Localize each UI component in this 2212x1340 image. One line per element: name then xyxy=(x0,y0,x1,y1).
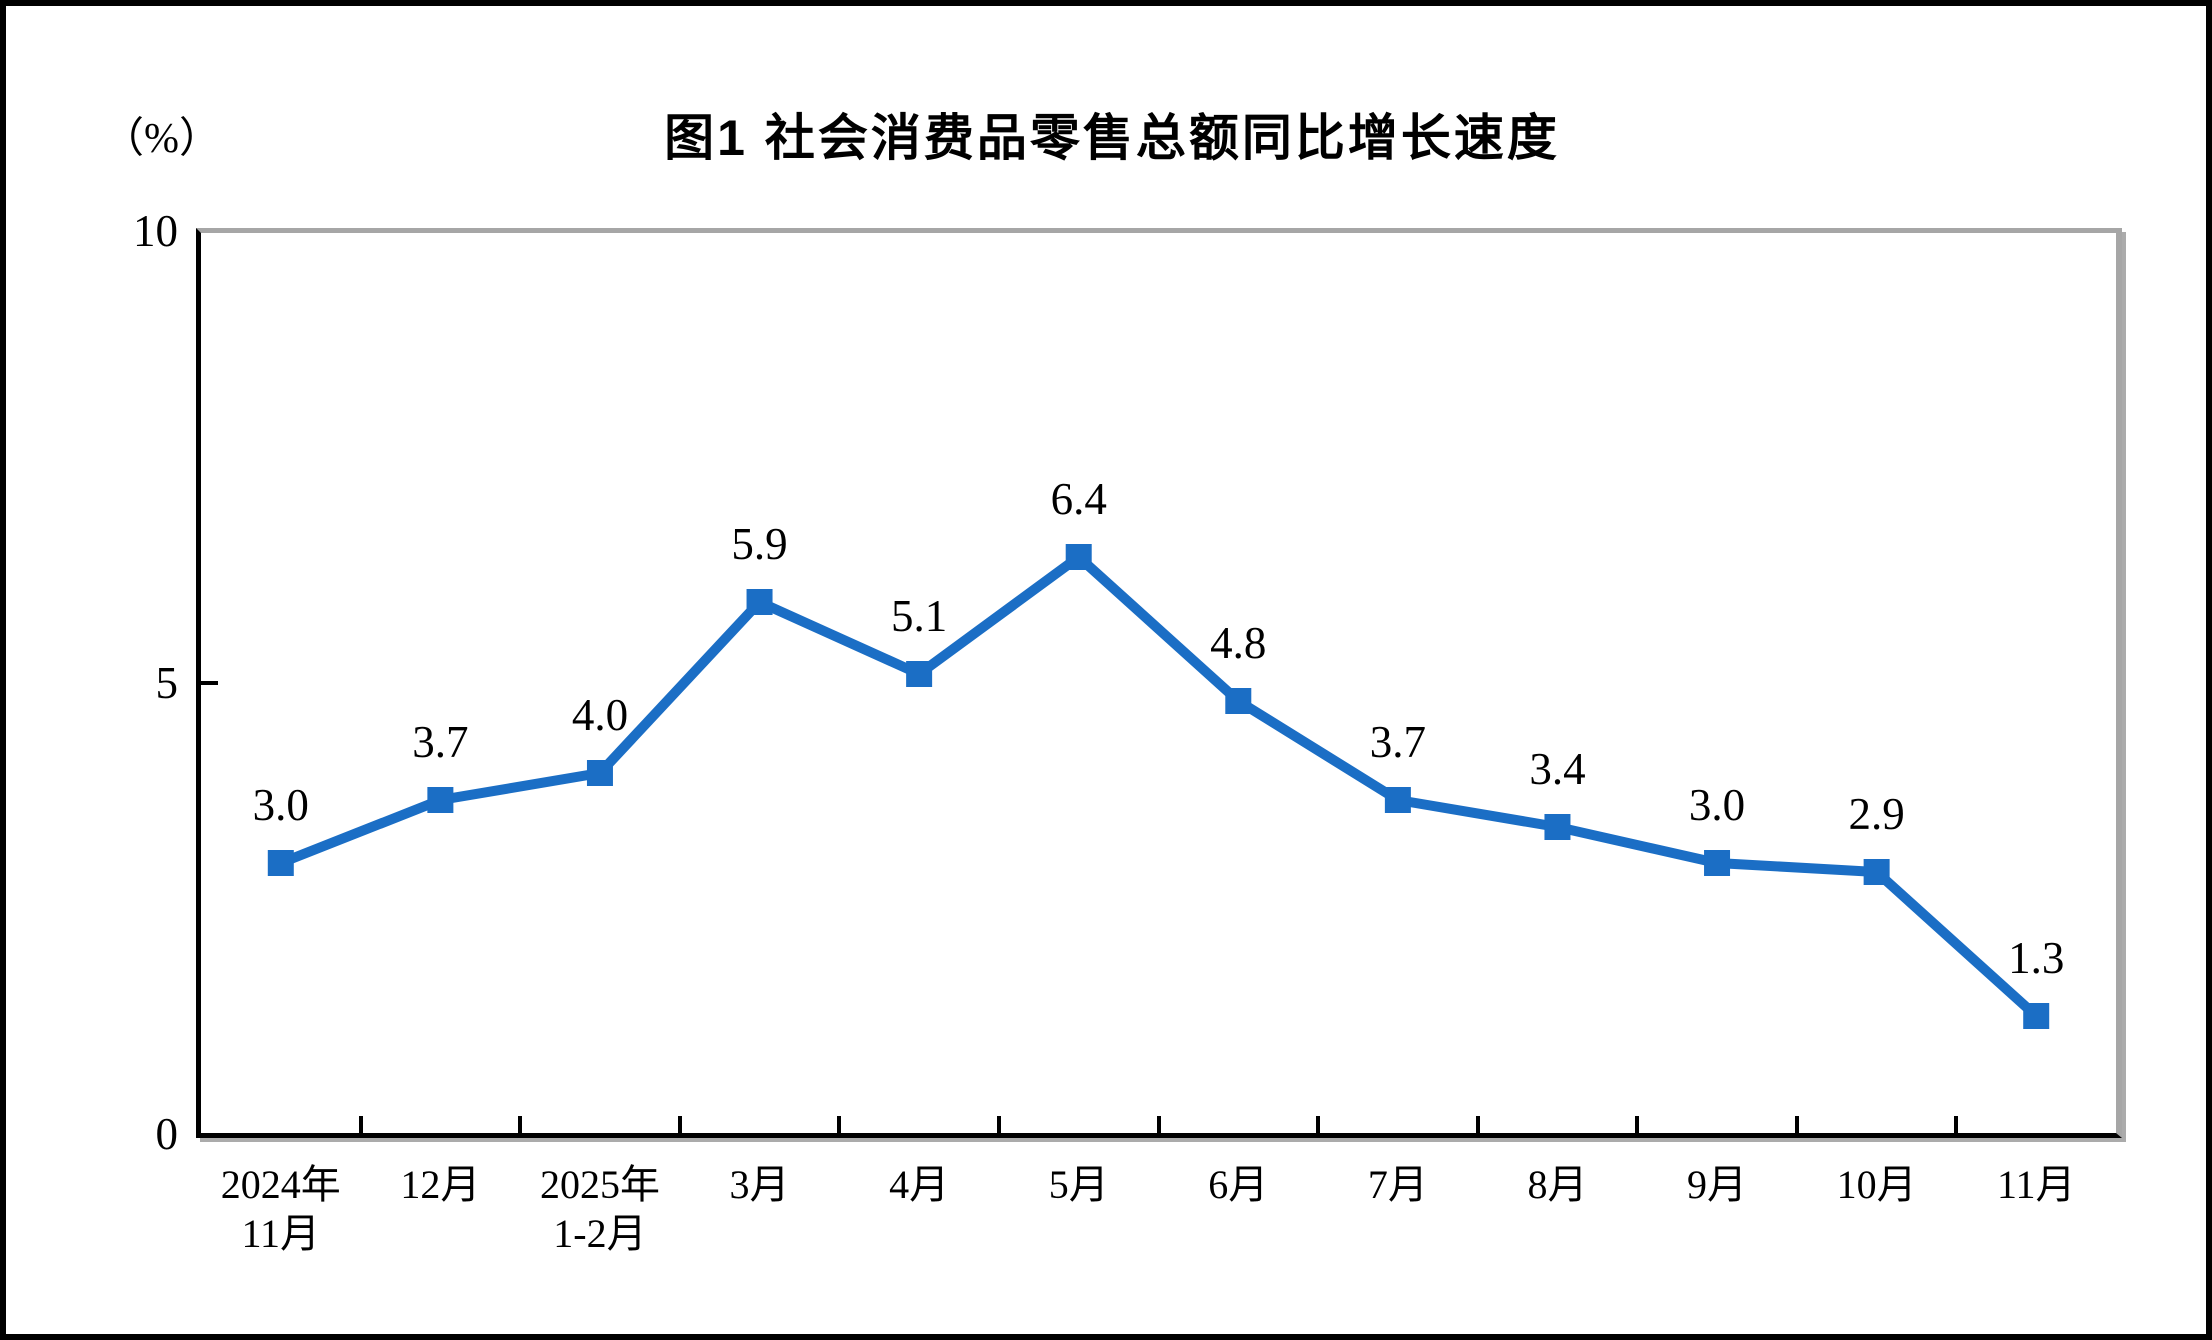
line-series xyxy=(267,544,2050,1029)
x-axis-tick xyxy=(1954,1116,1959,1133)
x-axis-tick xyxy=(1475,1116,1480,1133)
data-label: 6.4 xyxy=(1050,474,1107,524)
data-point-marker xyxy=(906,661,933,687)
x-axis-tick xyxy=(996,1116,1001,1133)
plot-inner: 3.0 3.7 4.0 5.9 5.1 6.4 4.8 3.7 3.4 3.0 2.9 1.3 xyxy=(201,233,2116,1133)
category-label: 7月 xyxy=(1367,1162,1428,1207)
category-label: 9月 xyxy=(1687,1162,1748,1207)
category-label: 5月 xyxy=(1048,1162,1109,1207)
x-axis-tick xyxy=(1316,1116,1321,1133)
category-label: 8月 xyxy=(1527,1162,1588,1207)
chart-title: 图1 社会消费品零售总额同比增长速度 xyxy=(664,110,1560,166)
data-label: 3.7 xyxy=(1369,717,1426,767)
y-tick-label-10: 10 xyxy=(133,206,178,256)
y-tick-label-0: 0 xyxy=(155,1109,179,1159)
y-tick-label-5: 5 xyxy=(155,658,179,708)
category-label: 4月 xyxy=(889,1162,950,1207)
plot-area: 3.0 3.7 4.0 5.9 5.1 6.4 4.8 3.7 3.4 3.0 2.9 1.3 xyxy=(196,228,2122,1138)
category-label: 11月 xyxy=(1996,1162,2076,1207)
data-label: 4.0 xyxy=(571,690,629,740)
x-axis-tick xyxy=(358,1116,363,1133)
data-label: 4.8 xyxy=(1210,618,1267,668)
x-axis-tick xyxy=(1635,1116,1640,1133)
data-label: 2.9 xyxy=(1848,789,1905,839)
y-axis-unit-label: （%） xyxy=(102,116,221,162)
data-label: 5.9 xyxy=(731,519,788,569)
x-axis-tick xyxy=(1156,1116,1161,1133)
category-label: 6月 xyxy=(1208,1162,1269,1207)
category-label: 10月 xyxy=(1836,1162,1917,1207)
data-point-marker xyxy=(1065,544,1092,570)
category-label: 2025年 1-2月 xyxy=(539,1162,660,1256)
data-label: 1.3 xyxy=(2008,933,2065,983)
x-axis-tick xyxy=(677,1116,682,1133)
category-label: 3月 xyxy=(729,1162,790,1207)
data-point-marker xyxy=(586,760,613,786)
data-point-marker xyxy=(2023,1003,2050,1029)
data-point-marker xyxy=(1384,787,1411,813)
data-label: 3.7 xyxy=(412,717,469,767)
data-label: 3.0 xyxy=(1688,780,1746,830)
x-axis-tick xyxy=(837,1116,842,1133)
data-point-marker xyxy=(1544,814,1571,840)
data-point-marker xyxy=(1225,688,1252,714)
x-axis-tick xyxy=(1794,1116,1799,1133)
series-line xyxy=(278,550,2040,1020)
category-label: 12月 xyxy=(400,1162,481,1207)
y-axis-tick xyxy=(201,681,218,685)
data-point-marker xyxy=(1863,859,1890,885)
x-axis-labels: 2024年 11月 12月 2025年 1-2月 3月 4月 5月 6月 7月 8月 9月 10月 1… xyxy=(201,1160,2116,1280)
data-point-marker xyxy=(267,850,294,876)
data-label: 3.4 xyxy=(1529,744,1586,794)
data-point-marker xyxy=(1704,850,1731,876)
data-label: 3.0 xyxy=(252,780,309,830)
data-point-marker xyxy=(746,589,773,615)
data-point-marker xyxy=(427,787,454,813)
data-label: 5.1 xyxy=(891,591,948,641)
category-label: 2024年 11月 xyxy=(220,1162,341,1256)
x-axis-tick xyxy=(518,1116,523,1133)
